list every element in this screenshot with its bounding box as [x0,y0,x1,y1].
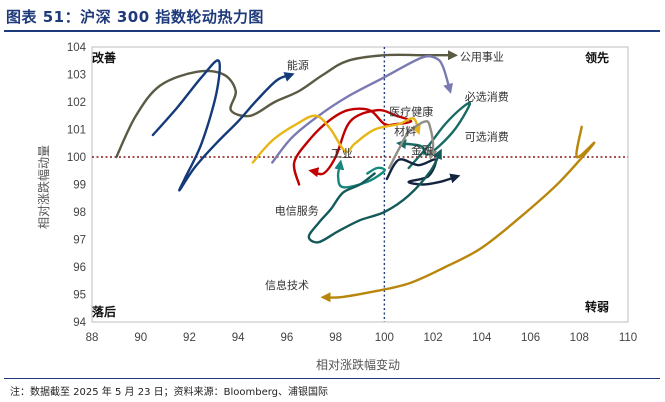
x-tick-label: 94 [232,332,245,344]
series-line [334,159,386,189]
series-label: 金融 [411,143,433,157]
axes: 88 90 92 94 96 98 100 102 104 106 108 110 94 95 96 97 98… [67,42,637,344]
series-group [115,50,596,303]
series-label: 医疗健康 [389,105,433,119]
series-line [320,125,596,303]
y-tick-label: 103 [67,70,86,82]
series-line [385,158,461,186]
x-tick-label: 108 [570,332,589,344]
series-line [388,120,438,170]
x-tick-label: 110 [619,332,637,344]
series-label: 可选消费 [465,129,509,143]
x-tick-label: 90 [134,332,147,344]
rotation-chart: 88 90 92 94 96 98 100 102 104 106 108 110 94 95 96 97 98… [36,42,637,372]
series-label: 必选消费 [465,90,509,104]
x-tick-label: 100 [375,332,394,344]
series-label: 材料 [394,124,416,138]
quadrant-label-leading: 领先 [585,50,609,65]
series-label: 信息技术 [265,278,309,292]
footer-rule [4,378,660,379]
quadrant-label-improving: 改善 [92,50,116,65]
x-tick-label: 104 [472,332,492,344]
series-label: 能源 [287,58,309,72]
y-tick-label: 104 [67,42,87,54]
series-line [271,55,453,164]
x-tick-label: 106 [521,332,540,344]
x-tick-label: 88 [86,332,99,344]
y-tick-label: 95 [73,290,86,302]
series-line [307,148,442,244]
x-tick-label: 102 [423,332,442,344]
x-tick-label: 96 [281,332,294,344]
plot-frame [91,46,629,323]
y-tick-label: 98 [73,207,86,219]
quadrant-label-weakening: 转弱 [585,299,609,314]
x-axis-label: 相对涨跌幅变动 [316,357,400,372]
series-line [115,50,459,159]
y-tick-label: 99 [73,180,86,192]
y-tick-label: 97 [73,235,86,247]
series-label: 公用事业 [460,51,504,64]
y-tick-label: 100 [67,152,86,164]
x-tick-label: 92 [183,332,196,344]
y-axis-label: 相对涨跌幅动量 [36,145,51,229]
y-tick-label: 96 [73,262,86,274]
title-underline [4,30,660,32]
chart-title: 图表 51：沪深 300 指数轮动热力图 [6,8,264,26]
series-line [151,59,295,192]
y-tick-label: 102 [67,97,86,109]
series-label: 工业 [331,147,353,160]
x-tick-label: 98 [329,332,342,344]
y-tick-label: 94 [73,317,86,329]
quadrant-label-lagging: 落后 [92,304,116,319]
series-line [251,114,421,164]
series-label: 电信服务 [275,205,319,218]
y-tick-label: 101 [67,125,86,137]
source-footnote: 注：数据截至 2025 年 5 月 23 日；资料来源：Bloomberg、浦银… [10,387,329,398]
